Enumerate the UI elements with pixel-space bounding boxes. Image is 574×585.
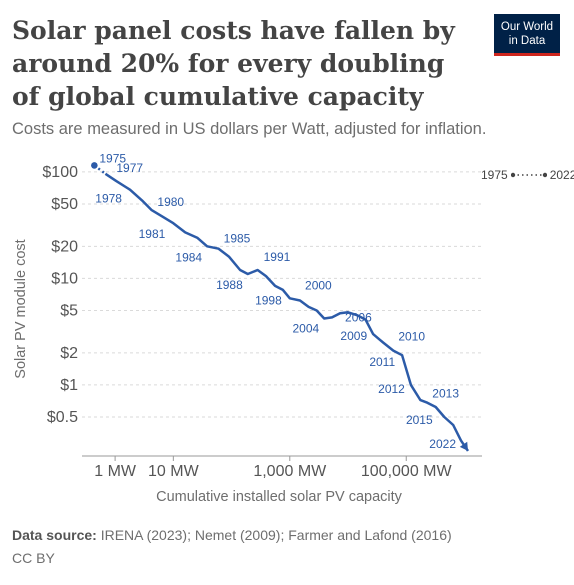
x-tick-label: 10 MW [148, 463, 200, 480]
year-label: 2000 [305, 279, 332, 293]
year-label: 1978 [95, 192, 122, 206]
x-tick-label: 100,000 MW [361, 463, 453, 480]
logo-line-2: in Data [508, 35, 546, 47]
year-label: 2010 [398, 330, 425, 344]
y-tick-label: $0.5 [47, 409, 78, 426]
license: CC BY [12, 550, 55, 566]
y-tick-label: $20 [51, 238, 78, 255]
y-tick-label: $50 [51, 196, 78, 213]
title-line-1: Solar panel costs have fallen by [12, 16, 455, 45]
data-source: Data source: IRENA (2023); Nemet (2009);… [12, 527, 452, 543]
year-label: 2012 [378, 382, 405, 396]
y-axis-ticks: $100 $50 $20 $10 $5 $2 $1 $0.5 [42, 164, 78, 426]
logo-line-1: Our World [500, 21, 554, 33]
title-line-2: around 20% for every doubling [12, 49, 445, 78]
series-start-point[interactable] [91, 162, 98, 169]
time-range-legend: 1975 2022 [481, 168, 574, 182]
year-label: 1984 [175, 250, 202, 264]
legend-start-year: 1975 [481, 168, 508, 182]
owid-logo[interactable]: Our World in Data [494, 14, 560, 56]
x-axis-label: Cumulative installed solar PV capacity [156, 489, 403, 505]
y-tick-label: $5 [60, 302, 78, 319]
y-tick-label: $1 [60, 377, 78, 394]
year-label: 2011 [369, 355, 395, 369]
legend-dotted-line-icon [510, 172, 547, 178]
y-tick-label: $100 [42, 164, 78, 181]
chart-subtitle: Costs are measured in US dollars per Wat… [12, 120, 487, 138]
source-text: IRENA (2023); Nemet (2009); Farmer and L… [100, 527, 452, 543]
title-line-3: of global cumulative capacity [12, 82, 424, 111]
series-layer [91, 162, 470, 452]
y-tick-label: $2 [60, 345, 78, 362]
year-label: 2022 [429, 437, 456, 451]
year-label: 1998 [255, 293, 282, 307]
year-label: 1981 [139, 227, 166, 241]
year-label: 2013 [432, 387, 459, 401]
x-tick-label: 1 MW [94, 463, 137, 480]
year-label: 1980 [157, 195, 184, 209]
series-start-segment [93, 164, 107, 175]
grid-lines [82, 171, 482, 418]
year-label: 1988 [216, 278, 243, 292]
x-axis-ticks: 1 MW 10 MW 1,000 MW 100,000 MW [82, 455, 482, 480]
legend-end-year: 2022 [549, 168, 574, 182]
x-tick-label: 1,000 MW [253, 463, 327, 480]
year-label: 1977 [116, 161, 143, 175]
y-tick-label: $10 [51, 270, 78, 287]
source-label: Data source: [12, 527, 97, 543]
year-label: 2015 [406, 413, 433, 427]
year-label: 2009 [340, 329, 367, 343]
y-axis-label: Solar PV module cost [13, 239, 29, 378]
year-label: 1985 [224, 232, 251, 246]
year-label: 2006 [345, 310, 372, 324]
year-label: 2004 [293, 322, 320, 336]
series-line [104, 172, 470, 452]
chart-title: Solar panel costs have fallen by around … [12, 14, 472, 113]
year-label: 1991 [264, 250, 291, 264]
series-end-arrow-icon [459, 441, 469, 451]
year-label: 1975 [99, 151, 126, 165]
